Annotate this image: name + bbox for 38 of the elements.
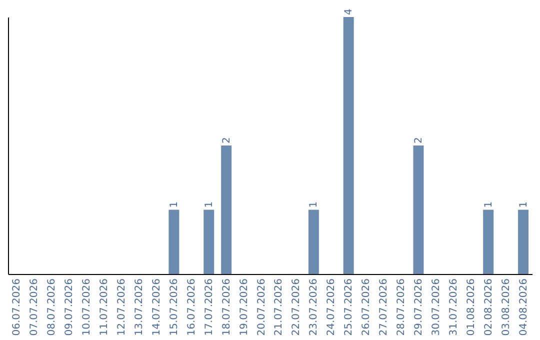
x-tick-label: 11.07.2026 bbox=[99, 278, 110, 336]
x-tick-label: 26.07.2026 bbox=[361, 278, 372, 336]
x-tick-label: 20.07.2026 bbox=[256, 278, 268, 336]
x-tick-label: 27.07.2026 bbox=[378, 278, 390, 336]
x-tick-label: 14.07.2026 bbox=[151, 278, 162, 336]
x-tick-label: 13.07.2026 bbox=[134, 278, 145, 336]
x-tick-label: 12.07.2026 bbox=[116, 278, 128, 336]
x-tick-label: 04.08.2026 bbox=[518, 278, 530, 336]
x-tick-label: 25.07.2026 bbox=[344, 278, 355, 336]
x-tick-label: 31.07.2026 bbox=[448, 278, 460, 336]
x-tick-label: 19.07.2026 bbox=[238, 278, 250, 336]
x-tick-label: 09.07.2026 bbox=[64, 278, 76, 336]
x-tick-label: 03.08.2026 bbox=[500, 278, 512, 336]
x-tick-label: 10.07.2026 bbox=[82, 278, 93, 336]
data-label: 2 bbox=[221, 137, 232, 144]
data-label: 1 bbox=[168, 201, 180, 208]
x-tick-label: 15.07.2026 bbox=[168, 278, 180, 336]
data-label: 1 bbox=[204, 201, 215, 208]
x-tick-label: 22.07.2026 bbox=[291, 278, 302, 336]
x-tick-label: 08.07.2026 bbox=[46, 278, 58, 336]
data-label: 1 bbox=[308, 201, 320, 208]
x-tick-label: 01.08.2026 bbox=[466, 278, 477, 336]
x-tick-label: 06.07.2026 bbox=[12, 278, 23, 336]
x-tick-label: 21.07.2026 bbox=[274, 278, 285, 336]
x-tick-label: 24.07.2026 bbox=[326, 278, 338, 336]
x-tick-label: 07.07.2026 bbox=[29, 278, 40, 336]
x-tick-label: 02.08.2026 bbox=[483, 278, 494, 336]
x-tick-label: 29.07.2026 bbox=[413, 278, 424, 336]
x-tick-label: 16.07.2026 bbox=[186, 278, 198, 336]
x-tick-label: 23.07.2026 bbox=[308, 278, 320, 336]
data-label: 1 bbox=[483, 201, 494, 208]
x-tick-label: 30.07.2026 bbox=[430, 278, 442, 336]
data-label: 1 bbox=[518, 201, 530, 208]
x-tick-label: 17.07.2026 bbox=[204, 278, 215, 336]
x-tick-label: 28.07.2026 bbox=[396, 278, 407, 336]
data-label: 2 bbox=[413, 137, 424, 144]
x-tick-label: 18.07.2026 bbox=[221, 278, 232, 336]
data-label: 4 bbox=[344, 8, 355, 15]
